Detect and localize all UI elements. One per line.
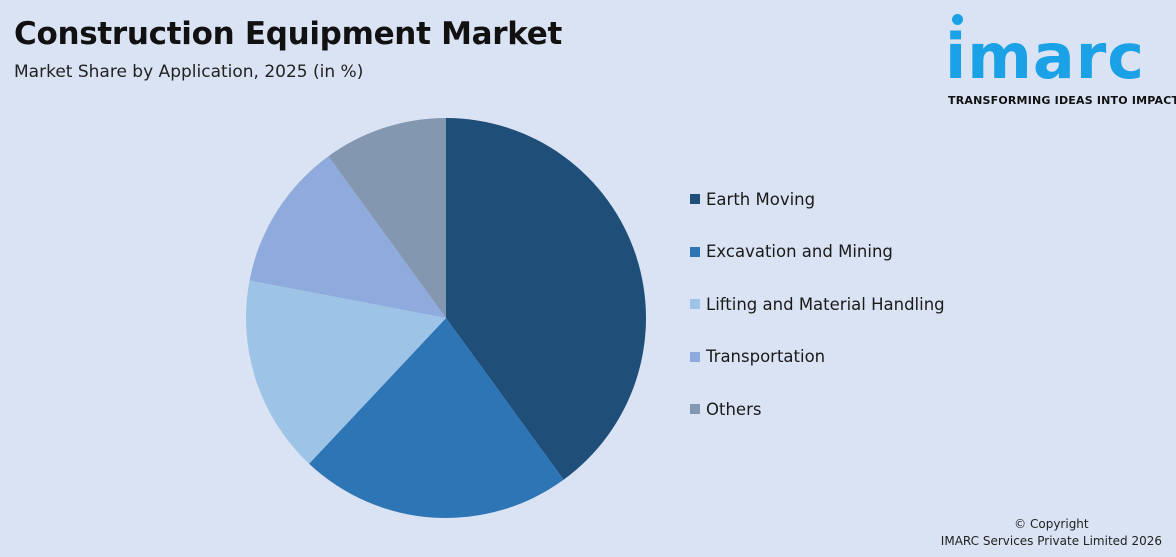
chart-subtitle: Market Share by Application, 2025 (in %): [14, 62, 364, 82]
logo-dot-icon: [952, 14, 963, 25]
legend-item-lifting-and-material-handling: Lifting and Material Handling: [690, 293, 945, 315]
copyright-line-2: IMARC Services Private Limited 2026: [940, 534, 1162, 548]
legend-swatch: [690, 351, 700, 362]
pie-slice-excavation-and-mining: [309, 318, 564, 518]
legend-label: Excavation and Mining: [706, 242, 893, 261]
copyright-line-1: © Copyright: [1014, 517, 1089, 531]
chart-title: Construction Equipment Market: [14, 16, 562, 52]
legend-item-earth-moving: Earth Moving: [690, 188, 945, 210]
pie-slice-earth-moving: [446, 118, 646, 480]
pie-slice-transportation: [249, 156, 446, 318]
legend-item-transportation: Transportation: [690, 346, 945, 368]
legend-item-excavation-and-mining: Excavation and Mining: [690, 241, 945, 263]
legend-label: Transportation: [706, 347, 826, 366]
legend-label: Earth Moving: [706, 189, 816, 209]
logo-tagline: TRANSFORMING IDEAS INTO IMPACT: [948, 94, 1176, 107]
legend-swatch: [690, 299, 700, 309]
legend-item-others: Others: [690, 398, 945, 420]
pie-slice-lifting-and-material-handling: [246, 280, 446, 464]
copyright-notice: © Copyright IMARC Services Private Limit…: [941, 516, 1162, 550]
chart-legend: Earth Moving Excavation and Mining Lifti…: [690, 188, 945, 451]
imarc-logo: imarc TRANSFORMING IDEAS INTO IMPACT: [945, 12, 1176, 112]
logo-wordmark: imarc: [945, 20, 1146, 93]
pie-slice-others: [328, 118, 446, 318]
legend-swatch: [690, 246, 700, 257]
legend-label: Lifting and Material Handling: [706, 294, 945, 314]
legend-swatch: [690, 404, 700, 414]
legend-swatch: [690, 194, 700, 204]
legend-label: Others: [706, 399, 762, 419]
